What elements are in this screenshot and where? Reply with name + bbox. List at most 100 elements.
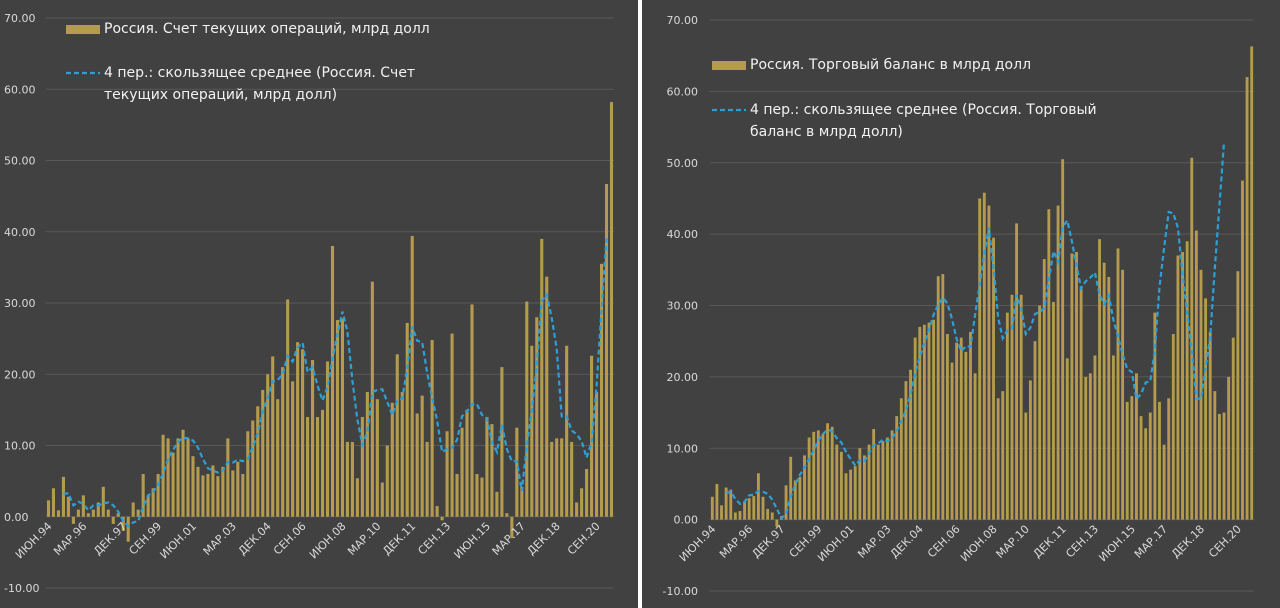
bar xyxy=(609,102,614,517)
bar xyxy=(320,409,325,517)
bar xyxy=(789,456,793,520)
bar xyxy=(1204,298,1208,520)
x-tick-label: ИЮН.94 xyxy=(13,520,55,562)
bar xyxy=(1084,376,1088,520)
bar xyxy=(1213,391,1217,520)
bar xyxy=(440,516,444,521)
x-tick-label: МАР.03 xyxy=(855,523,893,561)
bar xyxy=(803,455,806,520)
bar xyxy=(420,395,424,517)
bar xyxy=(121,516,125,531)
bar xyxy=(1236,271,1240,520)
bar xyxy=(1107,276,1111,520)
bar xyxy=(595,392,599,517)
bar xyxy=(982,192,986,520)
bar xyxy=(241,474,245,517)
legend-line-label: баланс в млрд долл) xyxy=(750,124,903,140)
bar xyxy=(76,509,80,517)
bar xyxy=(335,320,340,517)
y-tick-label: 70.00 xyxy=(667,14,699,27)
bar xyxy=(743,501,747,520)
bar xyxy=(807,437,811,520)
bar xyxy=(895,416,899,520)
bar xyxy=(355,478,359,517)
bar xyxy=(231,470,235,517)
bar xyxy=(1056,205,1060,520)
bar xyxy=(849,469,853,520)
x-tick-label: ДЕК.97 xyxy=(749,523,787,561)
moving-average-line xyxy=(63,238,608,528)
bar xyxy=(710,496,714,520)
y-tick-label: 30.00 xyxy=(667,300,699,313)
bar xyxy=(116,513,120,517)
bar xyxy=(1167,398,1171,520)
bar xyxy=(1111,355,1115,520)
bar xyxy=(922,324,926,520)
bar xyxy=(821,433,825,520)
bar xyxy=(1135,373,1138,520)
bar xyxy=(959,337,963,520)
bar xyxy=(724,487,728,520)
x-tick-label: МАР.96 xyxy=(717,523,755,561)
bar xyxy=(505,513,509,517)
bar xyxy=(470,304,474,517)
bar xyxy=(886,437,889,520)
bar xyxy=(1231,337,1235,520)
x-tick-label: ДЕК.04 xyxy=(888,523,926,561)
bar xyxy=(945,334,949,520)
bar xyxy=(1190,157,1194,520)
bar xyxy=(1185,241,1189,520)
bar xyxy=(395,354,399,517)
bar xyxy=(720,505,723,520)
bar xyxy=(435,506,439,517)
bar xyxy=(1042,259,1046,520)
y-tick-label: -10.00 xyxy=(4,582,39,595)
bar xyxy=(246,431,250,517)
bar xyxy=(520,486,524,517)
y-tick-label: 0.00 xyxy=(674,514,699,527)
bar xyxy=(156,474,160,517)
bar xyxy=(350,441,354,517)
bar xyxy=(51,488,56,517)
bar xyxy=(738,511,742,520)
bar xyxy=(126,516,130,542)
bar xyxy=(784,485,788,520)
y-tick-label: 50.00 xyxy=(667,157,699,170)
bar xyxy=(515,427,519,517)
bar xyxy=(580,488,584,517)
bar xyxy=(475,474,479,517)
bar xyxy=(1208,331,1212,520)
bar xyxy=(306,417,310,517)
bar xyxy=(480,477,484,517)
bar xyxy=(96,502,100,517)
bar xyxy=(585,469,589,517)
chart-trade-balance: -10.00 0.00 10.00 20.00 30.00 40.00 50.00 60.00… xyxy=(663,14,1254,598)
bar xyxy=(973,373,977,520)
bar xyxy=(1144,428,1148,520)
x-tick-label: ИЮН.15 xyxy=(451,520,493,562)
bar xyxy=(311,360,315,517)
bar xyxy=(1245,77,1249,520)
bar xyxy=(555,438,559,517)
x-tick-label: СЕН.20 xyxy=(1206,523,1244,561)
bar xyxy=(1102,262,1106,520)
bar xyxy=(525,301,529,517)
bar xyxy=(535,317,539,517)
bar xyxy=(315,417,320,517)
moving-average-line xyxy=(725,141,1226,521)
bar xyxy=(400,392,404,517)
bar xyxy=(345,441,349,517)
bar xyxy=(500,367,504,517)
bar xyxy=(798,476,802,520)
x-tick-label: ИЮН.08 xyxy=(307,520,349,562)
bar xyxy=(1162,444,1166,520)
bar xyxy=(1010,294,1014,520)
bar xyxy=(1015,223,1019,520)
bar xyxy=(545,276,549,517)
bar xyxy=(106,509,110,517)
bar xyxy=(1121,269,1125,520)
bar xyxy=(729,489,733,520)
bar xyxy=(1227,376,1231,520)
bar xyxy=(281,367,285,517)
bar xyxy=(176,438,180,517)
